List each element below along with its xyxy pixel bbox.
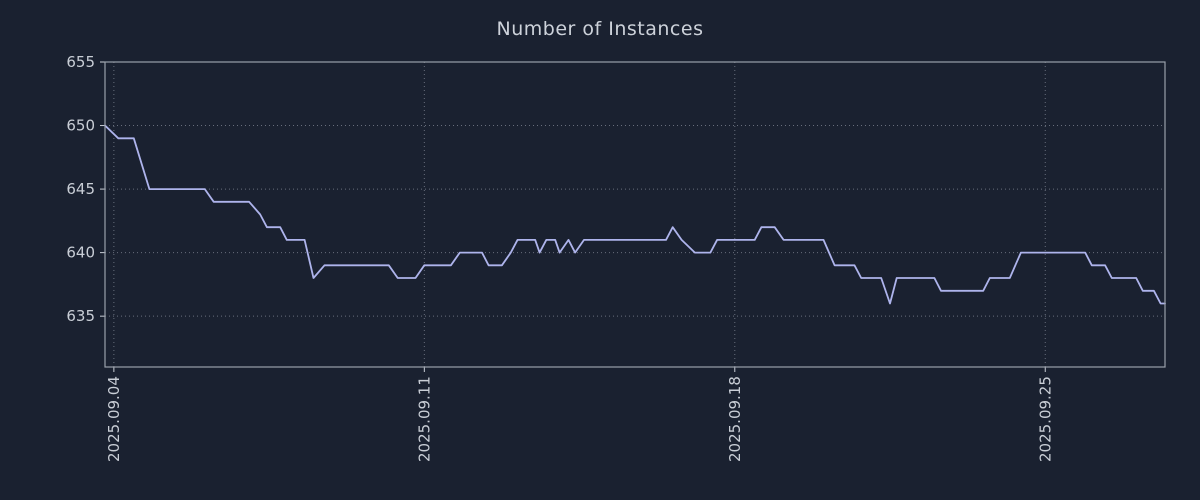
x-tick-label: 2025.09.18 bbox=[726, 376, 744, 462]
y-tick-label: 650 bbox=[66, 117, 95, 135]
x-tick-label: 2025.09.04 bbox=[105, 376, 123, 462]
y-tick-label: 655 bbox=[66, 53, 95, 71]
chart-title: Number of Instances bbox=[496, 18, 704, 40]
series-line bbox=[104, 124, 1166, 305]
y-tick-label: 635 bbox=[66, 307, 95, 325]
x-tick-label: 2025.09.11 bbox=[415, 376, 433, 462]
plot-frame bbox=[104, 61, 1166, 368]
x-tick-label: 2025.09.25 bbox=[1036, 376, 1054, 462]
y-tick-label: 640 bbox=[66, 244, 95, 262]
y-tick-label: 645 bbox=[66, 180, 95, 198]
